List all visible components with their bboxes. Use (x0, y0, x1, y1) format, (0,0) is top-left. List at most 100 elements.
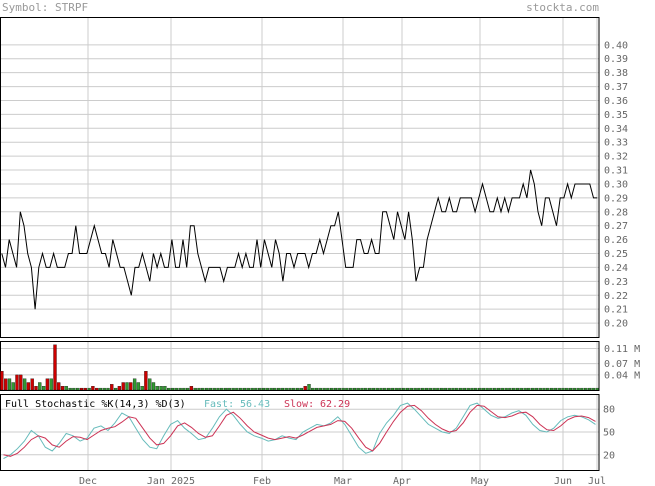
slow-value: 62.29 (320, 399, 350, 410)
volume-bar (243, 388, 246, 390)
volume-bar (580, 388, 583, 390)
volume-bar (292, 388, 295, 390)
volume-bar (273, 388, 276, 390)
volume-bar (527, 388, 530, 390)
price-tick-label: 0.26 (604, 235, 628, 246)
volume-bar (251, 388, 254, 390)
volume-bar (122, 383, 125, 391)
volume-bar (596, 388, 599, 390)
volume-bar (467, 388, 470, 390)
volume-bar (31, 379, 34, 390)
stoch-tick-label: 50 (603, 428, 615, 439)
volume-bar (448, 388, 451, 390)
volume-bar (304, 386, 307, 390)
site-name: stockta.com (526, 1, 599, 14)
volume-bar (391, 388, 394, 390)
volume-bar (364, 388, 367, 390)
volume-bar (126, 383, 129, 391)
volume-bar (4, 379, 7, 390)
volume-bar (508, 388, 511, 390)
volume-bar (91, 386, 94, 390)
volume-bar (471, 388, 474, 390)
volume-bar (0, 371, 3, 390)
volume-bar (524, 388, 527, 390)
volume-bar (398, 388, 401, 390)
volume-bar (512, 388, 515, 390)
volume-bar (357, 388, 360, 390)
volume-bar (156, 386, 159, 390)
volume-bar (376, 388, 379, 390)
volume-bar (395, 388, 398, 390)
volume-bar (531, 388, 534, 390)
stoch-line-fast (4, 403, 596, 459)
volume-bar (300, 388, 303, 390)
volume-bar (338, 388, 341, 390)
volume-tick-label: 0.11 M (604, 344, 640, 355)
volume-bar (182, 388, 185, 390)
volume-bar (497, 388, 500, 390)
price-tick-label: 0.30 (604, 179, 628, 190)
price-tick-label: 0.39 (604, 54, 628, 65)
price-tick-label: 0.29 (604, 193, 628, 204)
price-tick-label: 0.28 (604, 207, 628, 218)
volume-bar (383, 388, 386, 390)
volume-tick-label: 0.04 M (604, 370, 640, 381)
volume-bar (266, 388, 269, 390)
volume-bar (410, 388, 413, 390)
price-tick-label: 0.32 (604, 152, 628, 163)
slow-label: Slow: (284, 399, 314, 410)
volume-bar (258, 388, 261, 390)
volume-bar (452, 388, 455, 390)
x-axis-label: Apr (393, 476, 411, 486)
volume-bar (137, 383, 140, 391)
volume-bar (107, 388, 110, 390)
x-axis-label: Dec (79, 476, 97, 486)
volume-bar (133, 379, 136, 390)
volume-bar (345, 388, 348, 390)
volume-bar (562, 388, 565, 390)
volume-bar (247, 388, 250, 390)
volume-bar (99, 388, 102, 390)
price-tick-label: 0.35 (604, 110, 628, 121)
volume-bar (186, 388, 189, 390)
volume-bar (546, 388, 549, 390)
volume-bar (171, 388, 174, 390)
volume-bar (539, 388, 542, 390)
volume-bar (201, 388, 204, 390)
volume-bar (592, 388, 595, 390)
volume-bar (429, 388, 432, 390)
volume-bar (95, 388, 98, 390)
volume-bar (334, 388, 337, 390)
volume-bar (179, 388, 182, 390)
price-tick-label: 0.36 (604, 96, 628, 107)
volume-bar (65, 386, 68, 390)
volume-bar (61, 386, 64, 390)
volume-bar (270, 388, 273, 390)
volume-bar (380, 388, 383, 390)
volume-bar (459, 388, 462, 390)
price-tick-label: 0.27 (604, 221, 628, 232)
volume-bar (23, 379, 26, 390)
price-tick-label: 0.40 (604, 40, 628, 51)
volume-bar (205, 388, 208, 390)
volume-bar (76, 388, 79, 390)
price-frame (1, 18, 600, 338)
volume-bar (16, 375, 19, 390)
volume-bar (12, 383, 15, 391)
x-axis-label: Mar (334, 476, 352, 486)
volume-bar (54, 345, 57, 390)
volume-bar (501, 388, 504, 390)
volume-bar (584, 388, 587, 390)
volume-bar (558, 388, 561, 390)
volume-bar (372, 388, 375, 390)
volume-bar (308, 384, 311, 390)
volume-bar (50, 379, 53, 390)
volume-bar (425, 388, 428, 390)
volume-bar (474, 388, 477, 390)
stochastic-title: Full Stochastic %K(14,3) %D(3) (5, 399, 186, 410)
volume-bar (19, 375, 22, 390)
volume-bar (190, 386, 193, 390)
volume-bar (444, 388, 447, 390)
price-tick-label: 0.20 (604, 319, 628, 330)
volume-bar (35, 386, 38, 390)
